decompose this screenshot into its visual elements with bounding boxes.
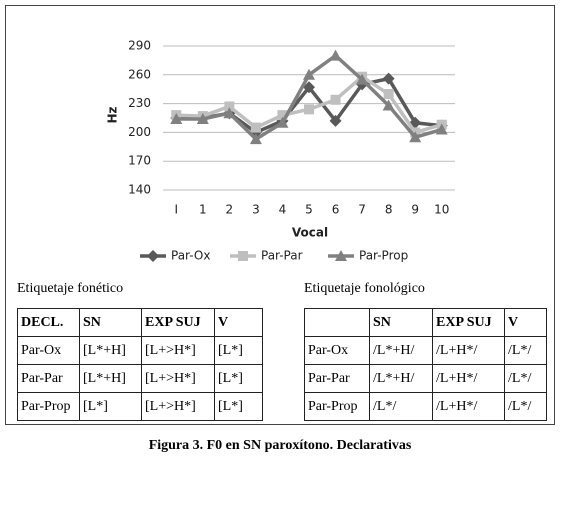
y-tick-label: 170	[128, 154, 151, 168]
table-row: Par-Ox [L*+H] [L+>H*] [L*]	[17, 336, 263, 365]
marker	[382, 72, 395, 85]
marker	[335, 250, 347, 261]
header-cell: V	[214, 308, 263, 337]
header-cell: SN	[369, 308, 433, 337]
table-cell: /L*/	[504, 392, 547, 421]
table-cell: /L+H*/	[432, 392, 505, 421]
x-tick-label: 7	[358, 203, 366, 217]
chart: Hz Vocal 140 170 200 230 260 290 I 1 2 3 4 5 6 7 8 9 10 P…	[106, 39, 455, 263]
table-cell: [L*+H]	[79, 336, 142, 365]
legend-label: Par-Ox	[171, 249, 210, 263]
caption: Figura 3. F0 en SN paroxítono. Declarati…	[148, 438, 412, 453]
table-cell: /L*/	[369, 392, 433, 421]
table-cell: [L*]	[79, 392, 142, 421]
table-cell: /L+H*/	[432, 336, 505, 365]
table-cell: /L*+H/	[369, 364, 433, 393]
legend-label: Par-Prop	[359, 249, 408, 263]
table-title: Etiquetaje fonológico	[304, 281, 425, 296]
marker	[238, 251, 248, 261]
table-cell: Par-Ox	[17, 336, 80, 365]
marker	[249, 133, 262, 145]
table-cell: /L*/	[504, 336, 547, 365]
y-tick-label: 200	[128, 125, 151, 139]
marker	[224, 101, 235, 112]
marker	[382, 99, 395, 111]
table-cell: [L*]	[214, 364, 263, 393]
marker	[303, 68, 315, 80]
x-tick-label: 4	[279, 203, 287, 217]
table-cell: [L+>H*]	[141, 364, 215, 393]
table-cell: Par-Prop	[304, 392, 370, 421]
x-tick-label: I	[174, 203, 178, 217]
marker	[356, 73, 369, 85]
table-cell: [L+>H*]	[141, 392, 215, 421]
marker	[435, 123, 448, 135]
x-tick-label: 6	[332, 203, 340, 217]
table: SN EXP SUJ V Par-Ox/L*+H//L+H*//L*/Par-Par /…	[304, 308, 547, 421]
marker	[409, 131, 422, 143]
x-tick-label: 8	[385, 203, 393, 217]
table-row: Par-Prop [L*] [L+>H*] [L*]	[17, 392, 263, 421]
table-cell: Par-Prop	[17, 392, 80, 421]
table-row: Par-Par [L*+H] [L+>H*] [L*]	[17, 364, 263, 393]
table: DECL. SN EXP SUJ V Par-Ox [L*+H] [L+>H*] [L*] Pa…	[17, 308, 263, 421]
marker	[303, 81, 315, 94]
x-axis-label: Vocal	[292, 226, 328, 240]
marker	[250, 122, 261, 133]
table-row: Par-Prop/L*//L+H*//L*/	[304, 392, 547, 421]
x-tick-label: 3	[252, 203, 260, 217]
y-axis-label: Hz	[106, 106, 120, 123]
legend-label: Par-Par	[261, 249, 303, 263]
marker	[276, 116, 289, 128]
header-cell: DECL.	[17, 308, 80, 337]
marker	[147, 250, 159, 262]
marker	[329, 114, 342, 127]
header-cell: EXP SUJ	[432, 308, 505, 337]
header-cell: SN	[79, 308, 142, 337]
figure-frame	[5, 5, 555, 425]
header-row: SN EXP SUJ V	[304, 308, 547, 337]
table-title: Etiquetaje fonético	[17, 281, 124, 296]
table-cell: [L*]	[214, 336, 263, 365]
marker	[196, 112, 209, 124]
marker	[223, 107, 236, 119]
table-row: Par-Ox/L*+H//L+H*//L*/	[304, 336, 547, 365]
header-cell: V	[504, 308, 547, 337]
marker	[329, 49, 342, 61]
header-cell: EXP SUJ	[141, 308, 215, 337]
table-cell: /L*/	[504, 364, 547, 393]
marker	[304, 104, 314, 115]
table-cell: [L*+H]	[79, 364, 142, 393]
x-tick-label: 10	[434, 203, 449, 217]
y-tick-label: 140	[128, 183, 151, 197]
table-cell: /L*+H/	[369, 336, 433, 365]
header-cell	[304, 308, 370, 337]
table-row: Par-Par/L*+H//L+H*//L*/	[304, 364, 547, 393]
y-tick-label: 260	[128, 67, 151, 81]
header-row: DECL. SN EXP SUJ V	[17, 308, 263, 337]
x-tick-label: 5	[305, 203, 313, 217]
table-cell: [L*]	[214, 392, 263, 421]
y-tick-label: 230	[128, 96, 151, 110]
table-cell: Par-Ox	[304, 336, 370, 365]
table-cell: /L+H*/	[432, 364, 505, 393]
table-cell: Par-Par	[304, 364, 370, 393]
marker	[170, 112, 183, 124]
x-tick-label: 1	[199, 203, 207, 217]
marker	[330, 94, 341, 105]
marker	[383, 89, 394, 99]
table-cell: Par-Par	[17, 364, 80, 393]
x-tick-label: 2	[226, 203, 234, 217]
marker	[277, 110, 288, 121]
table-cell: [L+>H*]	[141, 336, 215, 365]
y-tick-label: 290	[128, 39, 151, 53]
x-tick-label: 9	[411, 203, 419, 217]
